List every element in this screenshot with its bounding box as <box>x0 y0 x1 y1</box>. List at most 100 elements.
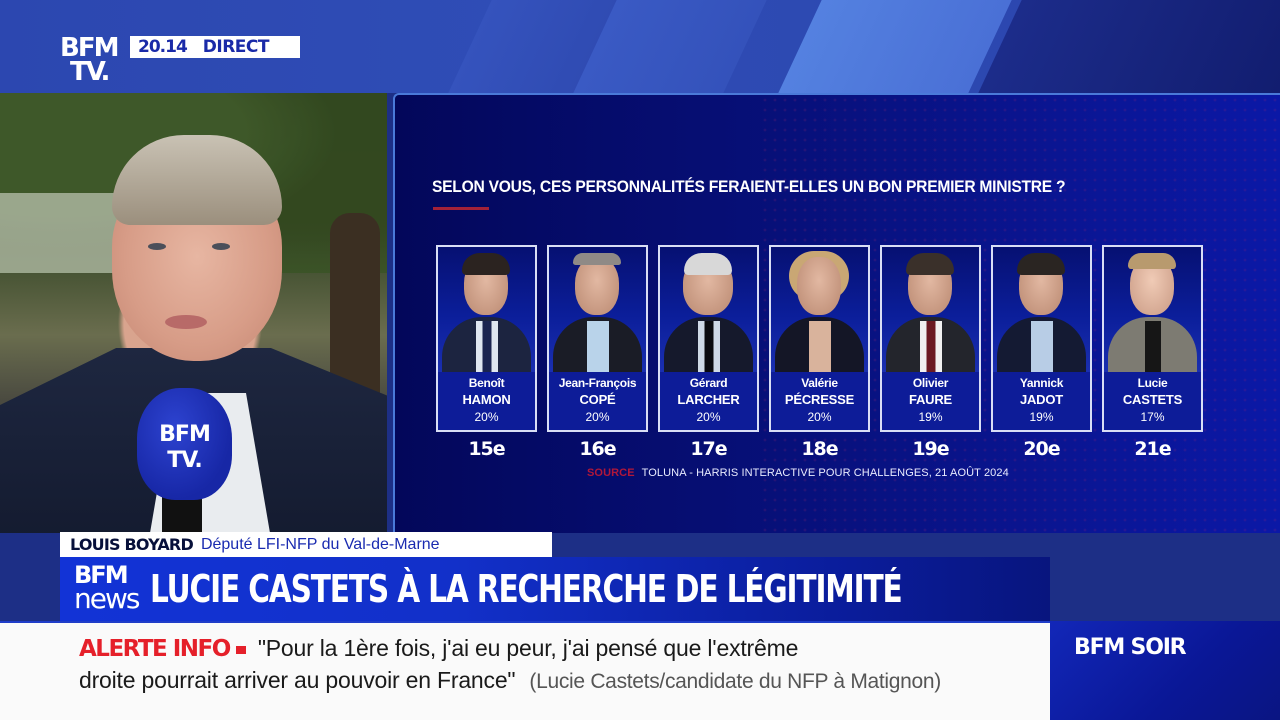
card-label: Valérie PÉCRESSE 20% <box>771 372 868 430</box>
personality-card: Jean-François COPÉ 20% 16e <box>547 245 648 460</box>
portrait-photo <box>771 247 868 372</box>
guest-name-strip: LOUIS BOYARD Député LFI-NFP du Val-de-Ma… <box>60 532 552 557</box>
alert-square-icon <box>235 645 246 654</box>
personality-card: Gérard LARCHER 20% 17e <box>658 245 759 460</box>
rank-label: 19e <box>912 438 949 460</box>
bfmtv-logo: BFM TV. <box>60 33 124 90</box>
source-label: SOURCE <box>587 467 635 479</box>
portrait-collar <box>920 321 942 372</box>
poll-graphic: SELON VOUS, CES PERSONNALITÉS FERAIENT-E… <box>393 93 1280 533</box>
portrait-hair <box>573 253 621 265</box>
guest-name: LOUIS BOYARD <box>70 535 194 554</box>
first-name: Valérie <box>801 376 838 390</box>
banner-stripe <box>778 0 1012 93</box>
percent-value: 19% <box>1029 410 1054 424</box>
last-name: PÉCRESSE <box>784 392 855 407</box>
banner-stripe <box>978 0 1280 93</box>
rank-label: 15e <box>468 438 505 460</box>
ticker-line-1: ALERTE INFO "Pour la 1ère fois, j'ai eu p… <box>79 635 798 662</box>
live-badge: 20.14 DIRECT <box>130 36 300 58</box>
microphone-handle <box>162 496 202 536</box>
portrait-hair <box>462 253 510 275</box>
first-name: Lucie <box>1137 376 1168 390</box>
rank-label: 20e <box>1023 438 1060 460</box>
rank-label: 17e <box>690 438 727 460</box>
first-name: Gérard <box>689 376 728 390</box>
personality-card: Benoît HAMON 20% 15e <box>436 245 537 460</box>
speaker-hair <box>112 135 282 225</box>
first-name: Yannick <box>1019 376 1064 390</box>
card-label: Olivier FAURE 19% <box>882 372 979 430</box>
show-name-box: BFM SOIR <box>1050 621 1280 720</box>
portrait-collar <box>587 321 609 372</box>
portrait-hair <box>906 253 954 275</box>
first-name: Benoît <box>468 376 505 390</box>
bfm-news-logo: BFM news <box>60 557 140 621</box>
portrait-collar <box>1031 321 1053 372</box>
personality-cards: Benoît HAMON 20% 15e Jean-François COPÉ <box>436 245 1203 460</box>
card-label: Benoît HAMON 20% <box>438 372 535 430</box>
background-sky <box>0 193 120 273</box>
logo-line-2: TV. <box>70 57 110 87</box>
quote-line-1: "Pour la 1ère fois, j'ai eu peur, j'ai p… <box>257 635 799 661</box>
portrait-photo <box>882 247 979 372</box>
percent-value: 19% <box>918 410 943 424</box>
personality-card: Lucie CASTETS 17% 21e <box>1102 245 1203 460</box>
live-label: DIRECT <box>202 37 270 57</box>
personality-card: Yannick JADOT 19% 20e <box>991 245 1092 460</box>
portrait-photo <box>438 247 535 372</box>
news-logo-line-2: news <box>74 582 140 615</box>
portrait-photo <box>993 247 1090 372</box>
card-label: Lucie CASTETS 17% <box>1104 372 1201 430</box>
quote-attribution: (Lucie Castets/candidate du NFP à Matign… <box>529 670 942 693</box>
portrait-photo <box>549 247 646 372</box>
portrait-collar <box>809 321 831 372</box>
card-frame: Jean-François COPÉ 20% <box>547 245 648 432</box>
rank-label: 18e <box>801 438 838 460</box>
card-label: Gérard LARCHER 20% <box>660 372 757 430</box>
first-name: Olivier <box>912 376 949 390</box>
personality-card: Olivier FAURE 19% 19e <box>880 245 981 460</box>
logo-line-1: BFM <box>60 33 119 63</box>
last-name: COPÉ <box>579 392 616 407</box>
rank-label: 16e <box>579 438 616 460</box>
portrait-collar <box>698 321 720 372</box>
news-ticker: ALERTE INFO "Pour la 1ère fois, j'ai eu p… <box>0 621 1050 720</box>
percent-value: 17% <box>1140 410 1165 424</box>
ticker-line-2: droite pourrait arriver au pouvoir en Fr… <box>79 667 941 694</box>
card-frame: Yannick JADOT 19% <box>991 245 1092 432</box>
portrait-collar <box>1145 321 1161 372</box>
percent-value: 20% <box>807 410 832 424</box>
live-video-feed <box>0 93 387 533</box>
speaker-eye <box>212 243 230 250</box>
last-name: HAMON <box>462 392 511 407</box>
poll-question: SELON VOUS, CES PERSONNALITÉS FERAIENT-E… <box>432 177 1066 196</box>
last-name: JADOT <box>1019 392 1064 407</box>
guest-role: Député LFI-NFP du Val-de-Marne <box>200 535 440 553</box>
mic-logo-line-1: BFM <box>159 422 211 447</box>
personality-card: Valérie PÉCRESSE 20% 18e <box>769 245 870 460</box>
card-label: Yannick JADOT 19% <box>993 372 1090 430</box>
show-name: BFM SOIR <box>1074 635 1187 660</box>
broadcast-time: 20.14 <box>138 37 188 57</box>
last-name: FAURE <box>908 392 953 407</box>
percent-value: 20% <box>474 410 499 424</box>
portrait-head <box>575 257 619 315</box>
card-frame: Gérard LARCHER 20% <box>658 245 759 432</box>
portrait-hair <box>1128 253 1176 269</box>
card-frame: Valérie PÉCRESSE 20% <box>769 245 870 432</box>
card-label: Jean-François COPÉ 20% <box>549 372 646 430</box>
last-name: CASTETS <box>1122 392 1183 407</box>
mic-logo-line-2: TV. <box>167 448 203 473</box>
speaker-eye <box>148 243 166 250</box>
portrait-collar <box>476 321 498 372</box>
alert-label: ALERTE INFO <box>79 636 231 662</box>
headline-text: LUCIE CASTETS À LA RECHERCHE DE LÉGITIMI… <box>150 567 903 611</box>
portrait-head <box>797 257 841 315</box>
quote-line-2: droite pourrait arriver au pouvoir en Fr… <box>79 667 516 693</box>
headline-bar: BFM news LUCIE CASTETS À LA RECHERCHE DE… <box>60 557 1050 621</box>
poll-source: SOURCE TOLUNA - HARRIS INTERACTIVE POUR … <box>587 467 1009 479</box>
portrait-hair <box>1017 253 1065 275</box>
portrait-hair <box>684 253 732 275</box>
portrait-photo <box>660 247 757 372</box>
